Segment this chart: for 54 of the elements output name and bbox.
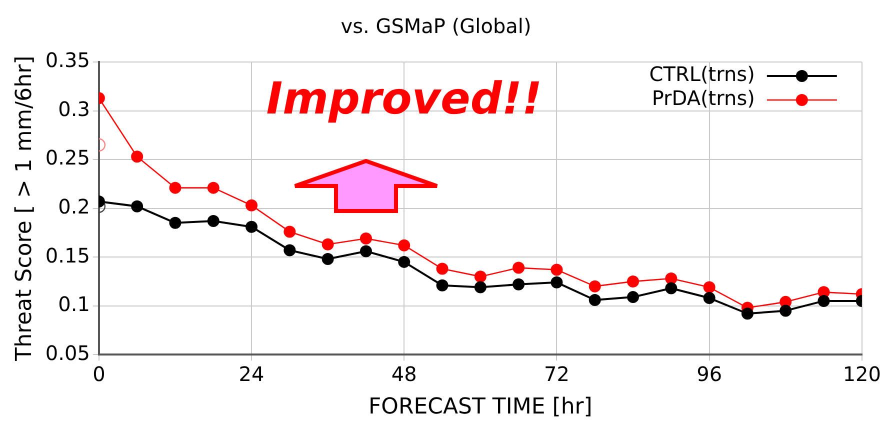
point — [284, 226, 296, 238]
point — [360, 232, 372, 245]
point — [131, 200, 144, 212]
point — [436, 279, 448, 292]
x-tick-label: 120 — [842, 362, 882, 386]
point — [474, 270, 486, 283]
point — [169, 182, 182, 194]
y-tick-label: 0.25 — [45, 146, 90, 170]
point — [284, 244, 296, 256]
point — [131, 150, 144, 163]
y-tick-label: 0.05 — [45, 340, 90, 365]
x-tick-label: 48 — [391, 362, 417, 386]
point — [665, 272, 678, 285]
point — [588, 280, 601, 292]
point — [588, 294, 601, 306]
point — [322, 238, 334, 250]
point — [627, 275, 640, 288]
y-tick-label: 0.35 — [45, 48, 90, 72]
point — [474, 281, 486, 294]
point — [207, 182, 220, 194]
y-tick-label: 0.2 — [58, 194, 90, 219]
point — [398, 256, 410, 268]
y-tick-label: 0.1 — [58, 292, 90, 316]
x-axis-title: FORECAST TIME [hr] — [368, 394, 592, 420]
point — [703, 281, 716, 294]
point — [627, 291, 640, 304]
x-tick-label: 96 — [696, 362, 722, 386]
point — [169, 216, 182, 229]
point — [780, 304, 792, 317]
point — [703, 292, 716, 304]
point — [550, 264, 563, 276]
x-tick-label: 72 — [544, 362, 570, 386]
chart-title: vs. GSMaP (Global) — [340, 14, 532, 38]
x-tick-label: 24 — [238, 362, 264, 386]
point — [246, 220, 258, 233]
legend-label: CTRL(trns) — [649, 62, 755, 86]
point — [398, 239, 410, 252]
point — [322, 253, 334, 266]
x-tick-label: 0 — [92, 362, 106, 386]
point — [436, 262, 448, 275]
point — [741, 308, 754, 320]
y-tick-label: 0.3 — [58, 96, 90, 121]
annotation: Improved!! — [266, 73, 542, 124]
y-tick-label: 0.15 — [45, 243, 90, 268]
legend-label: PrDA(trns) — [652, 86, 755, 110]
point — [512, 278, 525, 290]
point — [665, 282, 678, 294]
y-axis-title: Threat Score [ > 1 mm/6hr] — [12, 56, 37, 362]
point — [550, 276, 563, 288]
point — [246, 199, 258, 212]
point — [818, 294, 830, 307]
point — [512, 262, 525, 274]
point — [207, 214, 220, 227]
point — [360, 245, 372, 258]
